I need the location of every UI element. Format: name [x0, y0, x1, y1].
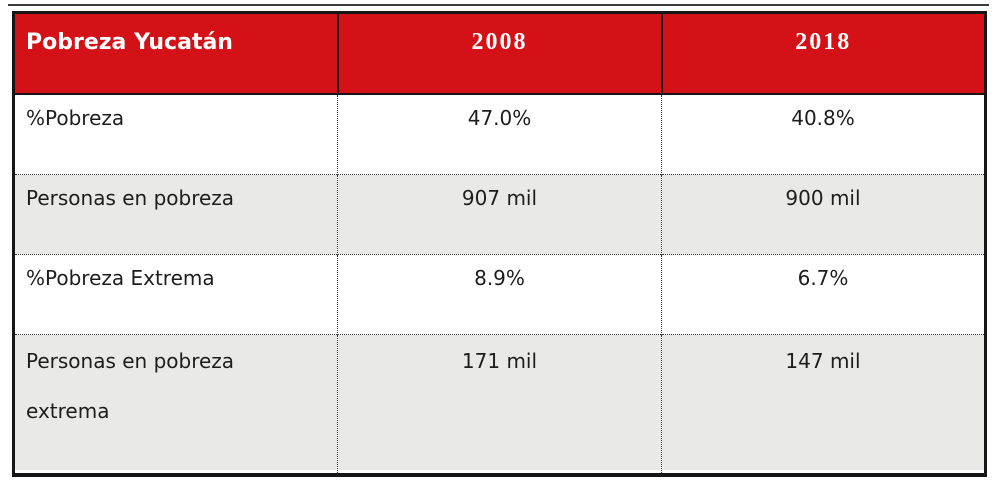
table-title: Pobreza Yucatán [13, 12, 338, 95]
row-value-2008: 8.9% [337, 254, 662, 335]
table-row-pobreza-extrema-pct: %Pobreza Extrema 8.9% 6.7% [13, 254, 986, 335]
row-value-2018: 40.8% [661, 93, 986, 175]
column-header-2018: 2018 [660, 12, 986, 95]
table-row-pobreza-pct: %Pobreza 47.0% 40.8% [13, 93, 986, 175]
table-row-personas-pobreza: Personas en pobreza 907 mil 900 mil [13, 174, 986, 255]
row-label: %Pobreza Extrema [13, 254, 338, 335]
header-row: Pobreza Yucatán 2008 2018 [13, 12, 986, 95]
row-value-2018: 900 mil [661, 174, 986, 255]
row-value-2008: 171 mil [337, 334, 662, 475]
row-value-2018: 6.7% [661, 254, 986, 335]
row-label: %Pobreza [13, 93, 338, 175]
row-label: Personas en pobreza [13, 174, 338, 255]
row-value-2008: 47.0% [337, 93, 662, 175]
poverty-table: Pobreza Yucatán 2008 2018 %Pobreza 47.0%… [12, 11, 987, 477]
row-value-2018: 147 mil [661, 334, 986, 475]
top-rule-line [8, 4, 989, 6]
table-row-personas-pobreza-extrema: Personas en pobreza extrema 171 mil 147 … [13, 334, 986, 475]
row-value-2008: 907 mil [337, 174, 662, 255]
column-header-2008: 2008 [336, 12, 662, 95]
row-label: Personas en pobreza extrema [13, 334, 338, 475]
